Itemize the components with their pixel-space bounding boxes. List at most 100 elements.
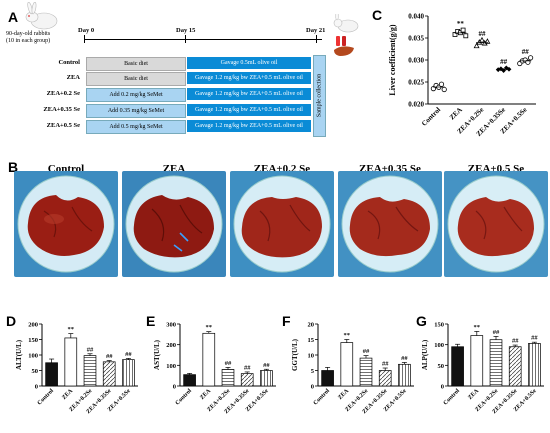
y-tick-label: 150 (434, 322, 444, 329)
sample-collection-box: Sample collection (313, 55, 326, 137)
panel-d-label: D (6, 313, 17, 329)
bar (321, 370, 334, 387)
significance-label: ** (68, 326, 75, 333)
bar (102, 361, 116, 387)
liver-photo-zea-0-35se (338, 171, 442, 277)
bar (528, 343, 541, 387)
significance-label: ## (125, 351, 132, 358)
x-tick-label: ZEA (61, 388, 74, 401)
y-tick-label: 100 (166, 363, 176, 370)
data-point (460, 27, 466, 33)
x-tick-label: Control (37, 388, 56, 407)
y-tick-label: 0.035 (408, 35, 424, 43)
bar (83, 355, 97, 387)
bar (45, 362, 58, 387)
data-point (473, 42, 480, 49)
y-tick-label: 15 (308, 337, 315, 344)
rabbit-icon (25, 2, 58, 30)
significance-label: ## (512, 338, 519, 345)
sample-icons (333, 14, 359, 56)
y-axis-label: AST(U/L) (153, 339, 161, 370)
timeline-tick (185, 35, 186, 43)
x-tick-label: ZEA (467, 388, 480, 401)
phase1-bar-zea-0-5se: Add 0.5 mg/kg SeMet (86, 120, 186, 134)
x-tick-label: Control (175, 388, 194, 407)
phase2-bar-control: Gavage 0.5mL olive oil (187, 57, 311, 69)
phase2-bar-zea: Gavage 1.2 mg/kg bw ZEA+0.5 mL olive oil (187, 72, 311, 84)
x-tick-label: ZEA (448, 106, 464, 122)
significance-label: ## (493, 329, 500, 336)
bar (122, 359, 135, 387)
significance-label: ** (206, 324, 213, 331)
timeline-axis (84, 39, 322, 40)
y-tick-label: 150 (28, 337, 38, 344)
chart-d: 050100150200ALT(U/L)Control**ZEA##ZEA+0.… (15, 322, 138, 415)
significance-label: ** (474, 324, 481, 331)
y-tick-label: 0 (311, 384, 314, 391)
significance-label: ## (401, 355, 408, 362)
data-point (438, 81, 445, 87)
sample-collection-label: Sample collection (316, 73, 323, 118)
x-tick-label: Control (420, 106, 442, 128)
data-point (452, 32, 458, 37)
data-point (463, 33, 469, 39)
y-axis-label: Liver coefficient(g/g) (388, 24, 397, 95)
significance-label: ## (225, 360, 232, 367)
panel-c-label: C (372, 7, 383, 23)
panel-b-label: B (8, 159, 19, 175)
data-point (484, 38, 491, 44)
significance-label: ## (244, 364, 251, 371)
liver-photo-zea (122, 171, 226, 277)
phase1-bar-zea-0-2se: Add 0.2 mg/kg SeMet (86, 88, 186, 102)
significance-label: ## (87, 346, 94, 353)
liver-photo-control (14, 171, 118, 277)
day-0-label: Day 0 (78, 27, 95, 34)
phase2-bar-zea-0-35se: Gavage 1.2 mg/kg bw ZEA+0.5 mL olive oil (187, 104, 311, 116)
group-label-zea: ZEA (66, 74, 80, 81)
x-tick-label: ZEA (337, 388, 350, 401)
y-tick-label: 0 (441, 384, 444, 391)
phase1-bar-control: Basic diet (86, 57, 186, 71)
y-tick-label: 0 (35, 384, 38, 391)
bar (240, 373, 254, 387)
bar (202, 332, 216, 387)
significance-label: ## (479, 30, 487, 38)
panel-g-label: G (416, 313, 427, 329)
group-label-zea-0-2se: ZEA+0.2 Se (46, 90, 80, 97)
y-axis-label: ALP(U/L) (421, 339, 429, 370)
y-axis-label: GGT(U/L) (291, 338, 299, 371)
significance-label: ## (382, 361, 389, 368)
bar (398, 363, 411, 387)
phase2-bar-zea-0-5se: Gavage 1.2 mg/kg bw ZEA+0.5 mL olive oil (187, 120, 311, 132)
day-15-label: Day 15 (176, 27, 196, 34)
liver-photo-zea-0-5se (444, 171, 548, 277)
significance-label: ## (363, 348, 370, 355)
chart-c: 0.020 0.025 0.030 0.035 0.040 Liver coefficie… (388, 13, 536, 138)
y-tick-label: 20 (308, 322, 315, 329)
bar (470, 335, 484, 387)
y-tick-label: 100 (434, 342, 444, 349)
y-tick-label: 5 (311, 368, 315, 375)
timeline-tick (84, 35, 85, 43)
chart-f: 05101520GGT(U/L)Control**ZEA##ZEA+0.2Se#… (291, 322, 414, 415)
data-point (479, 36, 485, 43)
panel-f-label: F (282, 313, 291, 329)
significance-label: ## (522, 48, 530, 56)
significance-label: ## (106, 353, 113, 360)
y-tick-label: 50 (32, 368, 39, 375)
group-label-zea-0-35se: ZEA+0.35 Se (43, 106, 80, 113)
bar (489, 339, 503, 387)
significance-label: ** (344, 332, 351, 339)
y-axis-label: ALT(U/L) (15, 339, 23, 370)
y-tick-label: 200 (28, 322, 38, 329)
panel-e-label: E (146, 313, 156, 329)
day-21-label: Day 21 (306, 27, 326, 34)
y-tick-label: 200 (166, 342, 176, 349)
bar (64, 337, 78, 387)
chart-g: 050100150ALP(U/L)Control**ZEA##ZEA+0.2Se… (421, 322, 544, 415)
data-point (503, 65, 509, 71)
group-label-control: Control (58, 59, 80, 66)
y-tick-label: 10 (308, 353, 315, 360)
y-tick-label: 100 (28, 353, 38, 360)
bar (221, 369, 235, 387)
